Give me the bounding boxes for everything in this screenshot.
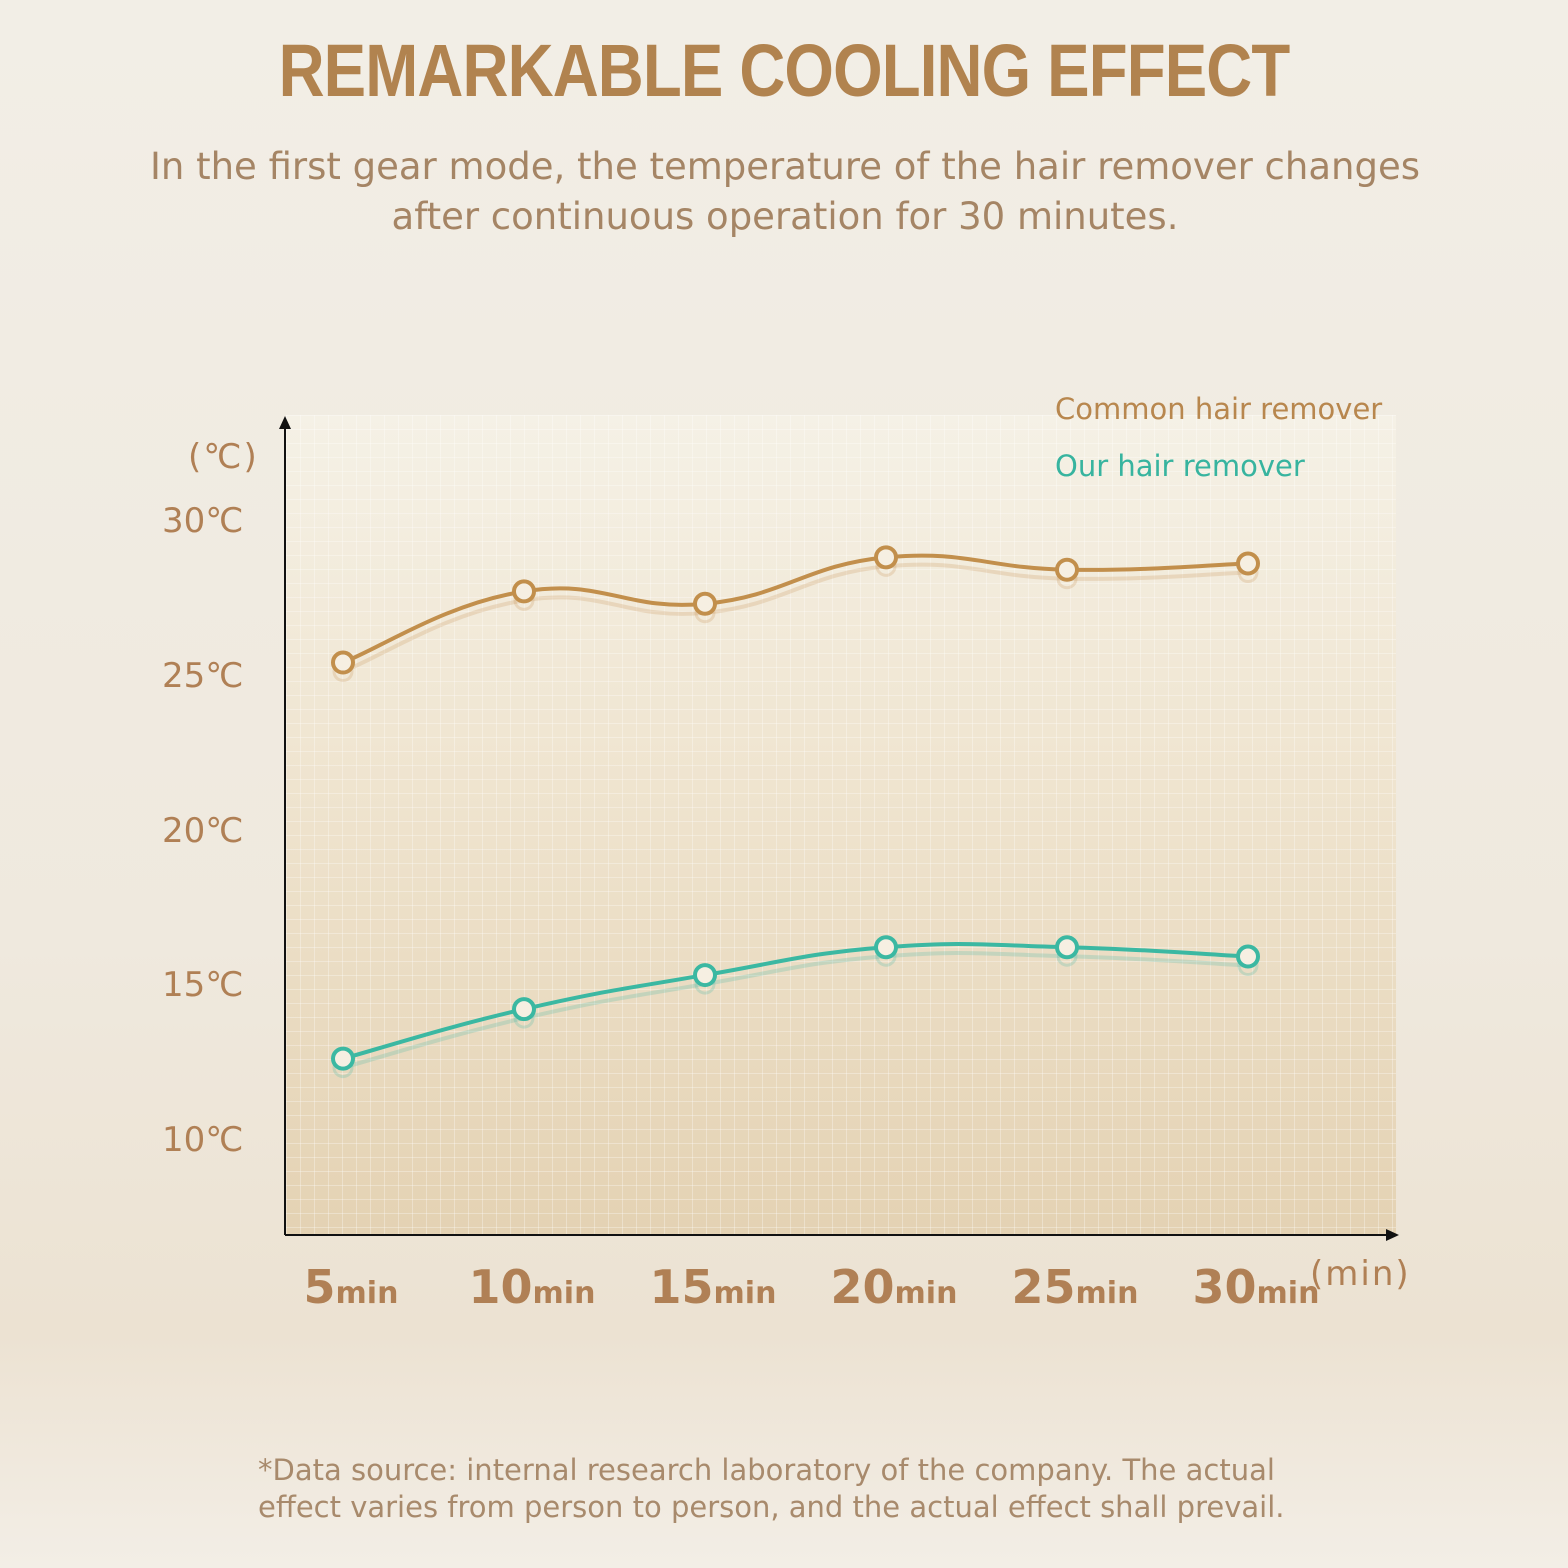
x-tick-label: 5min <box>303 1260 399 1314</box>
x-tick-label: 20min <box>830 1260 958 1314</box>
y-axis-unit: (℃) <box>188 437 259 477</box>
series-line-common-hair-remover <box>342 553 1249 665</box>
chart-subtitle: In the first gear mode, the temperature … <box>149 145 1421 238</box>
plot-area <box>286 415 1396 1235</box>
x-axis-unit: (min) <box>1310 1254 1411 1294</box>
data-point-common-hair-remover-25 <box>1055 557 1079 582</box>
legend-our-hair-remover: Our hair remover <box>1055 449 1305 483</box>
data-point-our-hair-remover-25 <box>1055 935 1079 960</box>
data-point-common-hair-remover-30 <box>1236 551 1260 576</box>
data-point-our-hair-remover-20 <box>874 935 898 960</box>
data-point-our-hair-remover-10 <box>512 997 536 1022</box>
x-tick-label: 10min <box>468 1260 596 1314</box>
y-tick-label: 15℃ <box>162 965 244 1006</box>
chart-title: REMARKABLE COOLING EFFECT <box>278 29 1291 112</box>
x-tick-label: 25min <box>1011 1260 1139 1314</box>
data-point-common-hair-remover-20 <box>874 545 898 570</box>
data-point-common-hair-remover-10 <box>512 579 536 604</box>
data-point-our-hair-remover-30 <box>1236 944 1260 969</box>
series-line-our-hair-remover <box>342 942 1249 1061</box>
y-tick-label: 25℃ <box>162 656 244 697</box>
y-tick-label: 30℃ <box>162 501 244 542</box>
series-shadow-our-hair-remover <box>342 951 1249 1070</box>
x-tick-label: 30min <box>1192 1260 1320 1314</box>
y-tick-label: 20℃ <box>162 810 244 851</box>
data-point-our-hair-remover-5 <box>331 1046 355 1071</box>
legend-common-hair-remover: Common hair remover <box>1055 392 1383 426</box>
data-source-footnote: *Data source: internal research laborato… <box>258 1453 1285 1524</box>
data-point-our-hair-remover-15 <box>693 963 717 988</box>
y-tick-label: 10℃ <box>162 1120 244 1161</box>
x-tick-label: 15min <box>649 1260 777 1314</box>
data-point-common-hair-remover-5 <box>331 650 355 675</box>
series-shadow-common-hair-remover <box>342 562 1249 674</box>
data-point-common-hair-remover-15 <box>693 591 717 616</box>
